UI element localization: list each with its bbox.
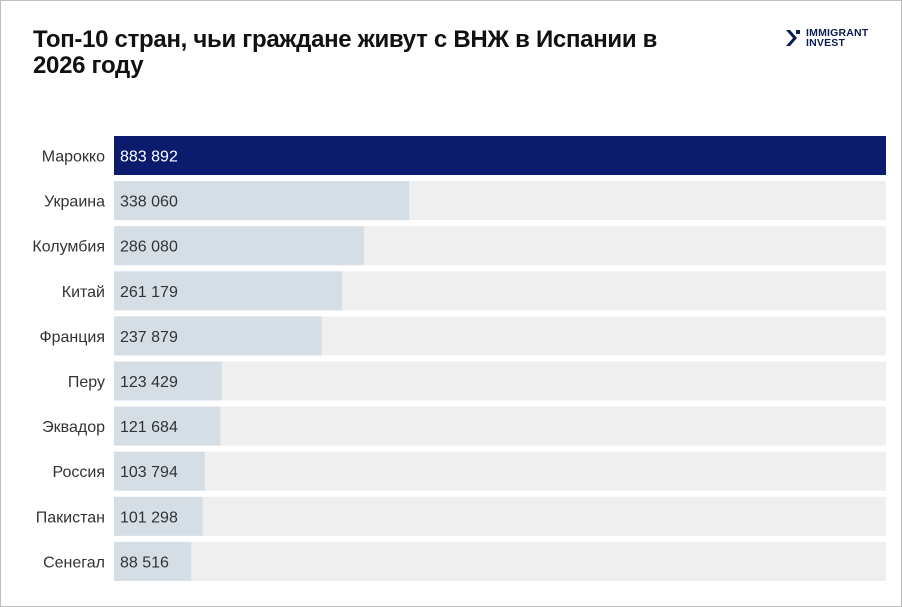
- value-label: 123 429: [120, 374, 178, 391]
- bar: [114, 451, 205, 491]
- category-label: Колумбия: [32, 239, 105, 256]
- category-label: Марокко: [42, 149, 105, 166]
- logo-line-2: INVEST: [806, 37, 846, 49]
- value-label: 101 298: [120, 509, 178, 526]
- bar: [114, 316, 322, 356]
- bar: [114, 541, 192, 581]
- bar-track: [114, 361, 886, 401]
- bar: [114, 136, 886, 175]
- value-label: 103 794: [120, 464, 178, 481]
- category-label: Китай: [62, 284, 105, 301]
- chevron-mark-icon: [786, 30, 800, 46]
- category-label: Сенегал: [43, 554, 105, 571]
- category-label: Франция: [39, 329, 105, 346]
- bar-track: [114, 541, 886, 581]
- bar: [114, 361, 222, 401]
- brand-logo: IMMIGRANT INVEST: [785, 28, 868, 48]
- value-label: 261 179: [120, 284, 178, 301]
- value-label: 237 879: [120, 329, 178, 346]
- bar-track: [114, 451, 886, 491]
- category-label: Украина: [44, 194, 105, 211]
- logo-line-1: IMMIGRANT: [806, 27, 869, 39]
- value-label: 338 060: [120, 194, 178, 211]
- bar-track: [114, 406, 886, 446]
- value-label: 121 684: [120, 419, 178, 436]
- category-label: Россия: [53, 464, 105, 481]
- value-label: 286 080: [120, 239, 178, 256]
- value-label: 88 516: [120, 554, 169, 571]
- category-label: Пакистан: [36, 509, 105, 526]
- bar: [114, 406, 221, 446]
- bar: [114, 226, 364, 266]
- bar-track: [114, 496, 886, 536]
- chart-title: Топ-10 стран, чьи граждане живут с ВНЖ в…: [33, 26, 658, 79]
- category-label: Перу: [68, 374, 105, 391]
- bar: [114, 496, 203, 536]
- value-label: 883 892: [120, 149, 178, 166]
- category-label: Эквадор: [42, 419, 105, 436]
- bar: [114, 271, 343, 311]
- bar: [114, 181, 410, 221]
